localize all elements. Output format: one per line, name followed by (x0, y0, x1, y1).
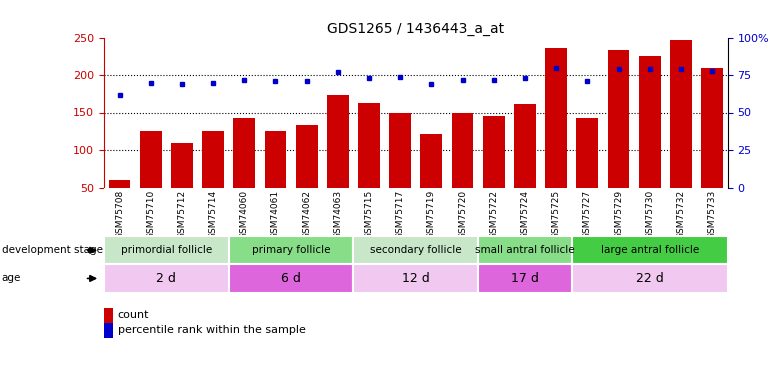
Text: 22 d: 22 d (636, 272, 664, 285)
Bar (171, 143, 192, 188)
Text: GSM74061: GSM74061 (271, 190, 280, 239)
Text: GSM75733: GSM75733 (708, 190, 717, 239)
Text: 2 d: 2 d (156, 272, 176, 285)
Text: GSM75708: GSM75708 (115, 190, 124, 239)
Bar (571, 236, 728, 264)
Bar (452, 113, 474, 188)
Bar (104, 322, 113, 338)
Bar (483, 116, 504, 188)
Text: GSM75727: GSM75727 (583, 190, 592, 239)
Text: 12 d: 12 d (402, 272, 430, 285)
Bar (639, 56, 661, 188)
Text: age: age (2, 273, 21, 284)
Text: count: count (118, 310, 149, 320)
Bar (545, 48, 567, 188)
Text: GSM75712: GSM75712 (177, 190, 186, 239)
Bar (478, 236, 571, 264)
Bar (358, 103, 380, 188)
Bar (296, 125, 317, 188)
Bar (109, 180, 130, 188)
Text: 6 d: 6 d (281, 272, 301, 285)
Title: GDS1265 / 1436443_a_at: GDS1265 / 1436443_a_at (327, 22, 504, 36)
Bar (327, 94, 349, 188)
Bar (353, 264, 478, 292)
Bar (571, 264, 728, 292)
Text: secondary follicle: secondary follicle (370, 245, 461, 255)
Text: GSM74063: GSM74063 (333, 190, 343, 239)
Bar (420, 134, 442, 188)
Text: GSM75717: GSM75717 (396, 190, 405, 239)
Text: GSM75719: GSM75719 (427, 190, 436, 239)
Text: large antral follicle: large antral follicle (601, 245, 699, 255)
Text: 17 d: 17 d (511, 272, 539, 285)
Bar (478, 264, 571, 292)
Bar (104, 308, 113, 322)
Bar (670, 40, 691, 188)
Bar (353, 236, 478, 264)
Text: GSM75724: GSM75724 (521, 190, 530, 239)
Text: primary follicle: primary follicle (252, 245, 330, 255)
Text: GSM75714: GSM75714 (209, 190, 218, 239)
Text: small antral follicle: small antral follicle (475, 245, 574, 255)
Text: GSM75722: GSM75722 (489, 190, 498, 239)
Bar (390, 113, 411, 188)
Bar (701, 68, 723, 188)
Bar (577, 118, 598, 188)
Text: GSM75720: GSM75720 (458, 190, 467, 239)
Bar (140, 131, 162, 188)
Bar (233, 118, 255, 188)
Text: development stage: development stage (2, 245, 102, 255)
Text: GSM74060: GSM74060 (239, 190, 249, 239)
Text: GSM75732: GSM75732 (676, 190, 685, 239)
Text: GSM75725: GSM75725 (551, 190, 561, 239)
Bar (104, 236, 229, 264)
Bar (514, 104, 536, 188)
Text: primordial follicle: primordial follicle (121, 245, 212, 255)
Bar (229, 236, 353, 264)
Text: percentile rank within the sample: percentile rank within the sample (118, 325, 306, 335)
Text: GSM75715: GSM75715 (364, 190, 373, 239)
Bar (203, 131, 224, 188)
Text: GSM75710: GSM75710 (146, 190, 156, 239)
Bar (229, 264, 353, 292)
Text: GSM74062: GSM74062 (302, 190, 311, 239)
Bar (265, 130, 286, 188)
Text: GSM75729: GSM75729 (614, 190, 623, 239)
Text: GSM75730: GSM75730 (645, 190, 654, 239)
Bar (104, 264, 229, 292)
Bar (608, 50, 629, 188)
